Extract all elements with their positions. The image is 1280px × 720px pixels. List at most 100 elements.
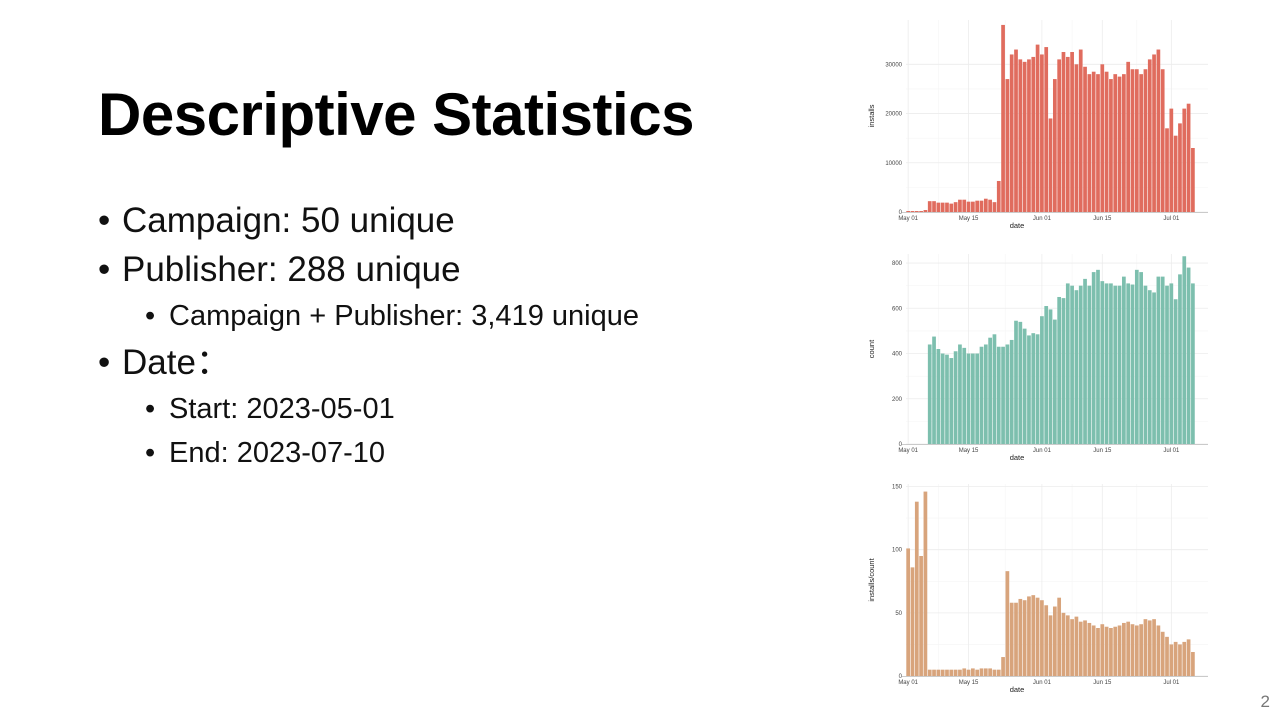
bar (1018, 321, 1023, 444)
bar (1130, 624, 1135, 676)
bar (1147, 59, 1152, 213)
bar (1044, 605, 1049, 676)
bar (1074, 290, 1079, 444)
bar (971, 353, 975, 444)
bullet-dot: • (145, 437, 156, 469)
bar (992, 202, 997, 212)
y-tick-label: 400 (892, 352, 903, 358)
bar (932, 669, 936, 676)
bullet-dot: • (98, 343, 111, 382)
bar (1083, 66, 1087, 212)
bar (1083, 620, 1087, 676)
bar (1078, 49, 1083, 213)
bar (1165, 285, 1169, 444)
bar (1126, 283, 1131, 444)
x-tick-label: Jun 15 (1093, 448, 1112, 454)
bar (1091, 272, 1096, 444)
bar (919, 211, 923, 212)
bar (1027, 596, 1031, 676)
bar (983, 668, 988, 676)
sub-bullet-item: • End: 2023-07-10 (98, 431, 778, 475)
bar (1052, 606, 1057, 676)
bullet-text: Date： (122, 343, 231, 382)
bar (923, 491, 928, 676)
bar (958, 669, 962, 676)
bar (1078, 621, 1083, 676)
bar (996, 346, 1001, 444)
bullet-text: Publisher: 288 unique (122, 250, 461, 289)
y-tick-label: 20000 (885, 112, 902, 118)
bar (940, 202, 945, 212)
bar (1113, 626, 1118, 676)
bar (1156, 625, 1161, 676)
bar (1052, 319, 1057, 444)
bullet-dot: • (98, 201, 111, 240)
bar (1065, 56, 1070, 212)
bar (966, 201, 971, 212)
bar (979, 668, 984, 676)
bar (1027, 335, 1031, 444)
bar (1048, 615, 1053, 676)
bar (971, 668, 975, 676)
x-tick-label: May 15 (959, 216, 979, 222)
bar (992, 334, 997, 444)
bar (1139, 74, 1143, 213)
bar (949, 203, 954, 212)
bar (1040, 316, 1044, 444)
bar (1182, 641, 1187, 676)
chart-svg: 0 10000 20000 30000 May 01 May 15 Jun 01 Jun 15… (867, 20, 1208, 230)
bar (966, 669, 971, 676)
bar (1173, 299, 1178, 444)
bar (1061, 52, 1066, 212)
x-tick-label: Jun 01 (1033, 216, 1052, 222)
bar (945, 202, 949, 212)
bar (1001, 657, 1005, 676)
y-tick-label: 600 (892, 306, 903, 312)
x-axis-title: date (1010, 453, 1025, 462)
bar (1152, 54, 1156, 212)
bar (1044, 306, 1049, 444)
y-tick-label: 0 (899, 442, 903, 448)
y-tick-label: 0 (899, 674, 903, 680)
bar (1117, 76, 1122, 212)
x-tick-label: May 15 (959, 448, 979, 454)
bar (1009, 602, 1014, 676)
bar (940, 669, 945, 676)
bar (1134, 625, 1139, 676)
bar (1048, 118, 1053, 212)
bar (1100, 64, 1105, 212)
x-tick-label: Jul 01 (1163, 216, 1180, 222)
bar (992, 669, 997, 676)
sub-bullet-item: • Start: 2023-05-01 (98, 387, 778, 431)
bar (1065, 283, 1070, 444)
bar (1091, 625, 1096, 676)
bar (923, 210, 928, 212)
bar (1122, 622, 1126, 676)
bar (1186, 267, 1191, 444)
bar (1165, 636, 1169, 676)
bar (1160, 69, 1165, 212)
bar (1018, 59, 1023, 213)
y-tick-label: 100 (892, 548, 903, 554)
bullet-item: • Date： (98, 338, 778, 387)
x-tick-label: Jun 01 (1033, 680, 1052, 686)
bar (1040, 600, 1044, 676)
bar (1122, 276, 1126, 444)
bullet-text: Campaign: 50 unique (122, 201, 455, 240)
bar (1191, 652, 1195, 676)
bar (1096, 74, 1100, 213)
bar (1169, 283, 1174, 444)
bar (1005, 571, 1010, 676)
x-tick-label: May 15 (959, 680, 979, 686)
bullet-item: • Campaign: 50 unique (98, 196, 778, 245)
bar (1169, 644, 1174, 676)
bar (1152, 619, 1156, 676)
bar (914, 501, 919, 676)
bar (962, 347, 967, 444)
x-tick-label: Jul 01 (1163, 680, 1180, 686)
bar (1191, 148, 1195, 212)
bar (1109, 79, 1113, 212)
bar (962, 668, 967, 676)
bar (1005, 344, 1010, 444)
bar (1083, 278, 1087, 444)
